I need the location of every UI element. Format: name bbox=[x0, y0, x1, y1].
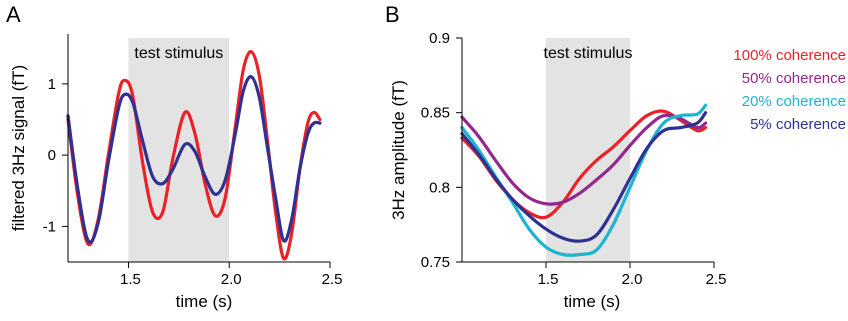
panel-a-y-label: filtered 3Hz signal (fT) bbox=[9, 65, 28, 231]
panel-a-series bbox=[66, 50, 322, 261]
panel-b-y-label: 3Hz amplitude (fT) bbox=[389, 80, 408, 220]
y-tick-label: 0 bbox=[48, 147, 56, 164]
x-tick-label: 2.5 bbox=[322, 271, 343, 288]
x-tick-label: 1.5 bbox=[538, 271, 559, 288]
y-tick-label: 0.75 bbox=[421, 254, 450, 271]
x-tick-label: 2.0 bbox=[221, 271, 242, 288]
panel-b: B test stimulus 1.5 2.0 2.50.750.80.850.9 … bbox=[385, 2, 846, 311]
panel-b-x-label: time (s) bbox=[564, 292, 621, 311]
y-tick-label: 0.9 bbox=[429, 30, 450, 47]
x-tick-label: 1.5 bbox=[120, 271, 141, 288]
legend-entry: 100% coherence bbox=[733, 47, 846, 64]
legend-entry: 5% coherence bbox=[750, 116, 846, 133]
x-tick-label: 2.5 bbox=[706, 271, 727, 288]
series-line-50-coherence bbox=[460, 113, 708, 206]
x-tick-label: 2.0 bbox=[622, 271, 643, 288]
panel-b-series bbox=[460, 103, 708, 257]
panel-a-shade-label: test stimulus bbox=[134, 45, 223, 62]
panel-b-ticks: 1.5 2.0 2.5 0.75 0.8 0.85 0.9 bbox=[421, 30, 727, 288]
y-tick-label: 0.8 bbox=[429, 179, 450, 196]
panel-b-legend: 100% coherence 50% coherence 20% coherence… bbox=[733, 47, 846, 133]
series-line-2 bbox=[66, 75, 322, 244]
panel-b-shaded-region bbox=[546, 38, 630, 262]
y-tick-label: 0.85 bbox=[421, 105, 450, 122]
y-tick-label: 1 bbox=[48, 76, 56, 93]
y-tick-label: -1 bbox=[43, 218, 56, 235]
panel-a-ticks: 1.5 2.0 2.5 -1 0 1 bbox=[43, 76, 343, 288]
panel-b-shade-label: test stimulus bbox=[544, 45, 633, 62]
panel-a-letter: A bbox=[6, 2, 21, 27]
panel-b-letter: B bbox=[385, 2, 400, 27]
legend-entry: 20% coherence bbox=[742, 93, 846, 110]
series-line-1 bbox=[66, 50, 322, 261]
legend-entry: 50% coherence bbox=[742, 70, 846, 87]
panel-a-x-label: time (s) bbox=[176, 292, 233, 311]
series-line-5-coherence bbox=[460, 111, 708, 243]
panel-a: A test stimulus 1.5 2.0 2.5 -1 0 1 time (s) f… bbox=[6, 2, 342, 311]
